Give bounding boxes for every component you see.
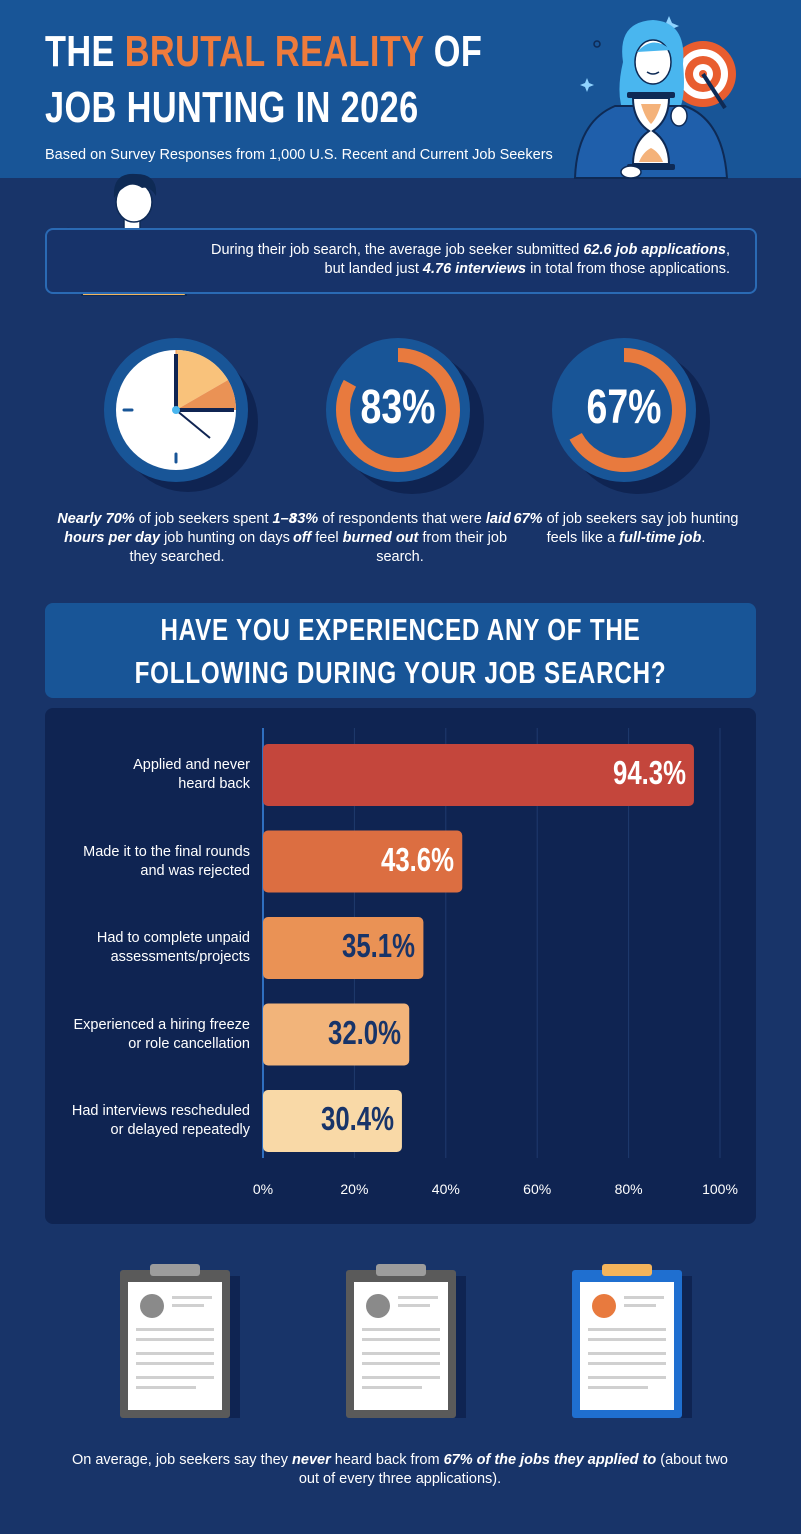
woman-hourglass-illustration [573,16,736,179]
page-title-line2: JOB HUNTING IN 2026 [45,83,419,132]
chart-bar [263,830,463,893]
ring-label-67: 67% [586,381,662,434]
bar-chart [262,728,721,1158]
summary-text: During their job search, the average job… [210,242,730,277]
summary-box [45,228,757,294]
chart-bar [263,744,694,806]
stat-card-3-text: 67% of job seekers say job hunting feels… [513,511,739,546]
chart-bar [263,917,424,979]
ring-label-83: 83% [360,381,436,434]
clipboard-rejected-icon-1 [120,1264,240,1418]
clipboard-success-icon [572,1264,692,1418]
footer-note: On average, job seekers say they never h… [71,1452,729,1487]
question-banner [45,603,756,698]
page-subtitle: Based on Survey Responses from 1,000 U.S… [45,147,553,163]
clipboard-rejected-icon-2 [346,1264,466,1418]
page-title-line1: THE BRUTAL REALITY OF [45,27,483,76]
chart-bar [263,1090,402,1152]
ring-chart-67 [552,338,710,494]
clock-icon [104,338,258,492]
stat-card-1-text: Nearly 70% of job seekers spent 1–3 hour… [57,511,297,565]
question-line-1: HAVE YOU EXPERIENCED ANY OF THE [160,612,641,647]
question-line-2: FOLLOWING DURING YOUR JOB SEARCH? [134,655,667,690]
stat-card-2-text: 83% of respondents that were laid off fe… [289,511,511,565]
ring-chart-83 [326,338,484,494]
chart-bar [263,1003,410,1066]
